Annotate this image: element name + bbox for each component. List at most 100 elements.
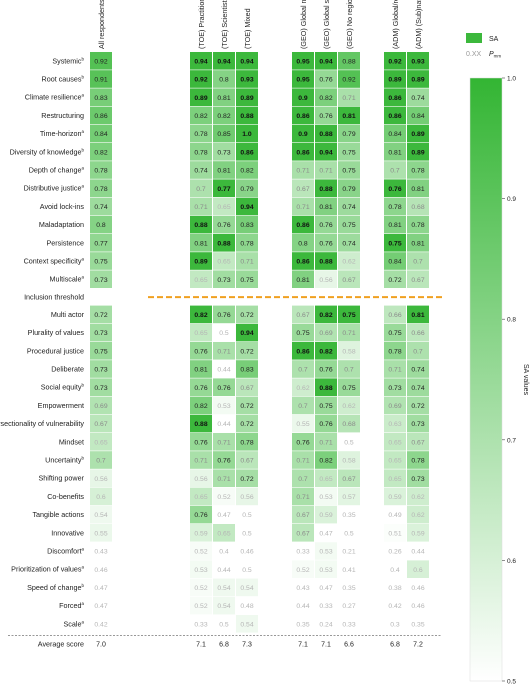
cell-value: 0.44	[217, 421, 230, 428]
cell-value: 0.5	[219, 621, 229, 628]
cell-value: 0.9	[298, 131, 308, 138]
cell-value: 0.5	[242, 530, 252, 537]
cell-value: 0.8	[219, 77, 229, 84]
heatmap-cell	[213, 197, 235, 216]
heatmap-cell	[315, 596, 337, 615]
cell-value: 0.71	[217, 439, 230, 446]
heatmap-cell	[384, 378, 406, 396]
cell-value: 0.76	[217, 312, 230, 319]
heatmap-cell	[338, 106, 360, 125]
average-score: 7.3	[242, 642, 252, 649]
heatmap-cell	[407, 378, 429, 396]
heatmap-cell	[315, 179, 337, 197]
heatmap-cell	[292, 215, 314, 234]
cell-value: 0.76	[194, 348, 207, 355]
row-label-superscript: b	[81, 456, 84, 461]
heatmap-cell	[407, 469, 429, 487]
cell-value: 0.81	[388, 222, 401, 229]
row-label-superscript: a	[81, 547, 84, 552]
heatmap-cell	[190, 360, 212, 378]
heatmap-cell	[236, 88, 258, 106]
cell-value: 0.82	[94, 149, 107, 156]
cell-value: 0.86	[296, 113, 309, 120]
heatmap-cell	[236, 143, 258, 161]
heatmap-cell	[407, 179, 429, 197]
cell-value: 0.65	[194, 330, 207, 337]
heatmap-cell	[384, 542, 406, 560]
heatmap-cell	[236, 505, 258, 524]
colorbar-tick-label: 1.0	[507, 76, 516, 83]
heatmap-cell	[90, 52, 112, 70]
cell-value: 0.76	[388, 186, 401, 193]
heatmap-cell	[190, 88, 212, 106]
cell-value: 0.89	[388, 77, 401, 84]
cell-value: 0.86	[296, 259, 309, 266]
cell-value: 0.71	[296, 494, 309, 501]
cell-value: 0.75	[388, 240, 401, 247]
cell-value: 0.72	[240, 421, 253, 428]
heatmap-cell	[236, 542, 258, 560]
cell-value: 0.73	[217, 149, 230, 156]
cell-value: 0.58	[342, 348, 355, 355]
heatmap-cell	[90, 433, 112, 451]
row-label: Context specificitya	[24, 257, 85, 266]
heatmap-cell	[384, 215, 406, 234]
cell-value: 0.75	[319, 403, 332, 410]
heatmap-cell	[236, 215, 258, 234]
cell-value: 0.75	[240, 277, 253, 284]
cell-value: 0.71	[240, 259, 253, 266]
cell-value: 0.95	[296, 58, 309, 65]
heatmap-cell	[292, 52, 314, 70]
cell-value: 0.67	[240, 385, 253, 392]
heatmap-cell	[90, 560, 112, 578]
cell-value: 0.89	[194, 259, 207, 266]
row-label: Uncertaintyb	[45, 456, 84, 465]
cell-value: 0.86	[296, 348, 309, 355]
cell-value: 0.57	[342, 494, 355, 501]
heatmap-cell	[407, 414, 429, 433]
cell-value: 0.62	[342, 259, 355, 266]
cell-value: 0.88	[217, 240, 230, 247]
cell-value: 0.38	[388, 585, 401, 592]
cell-value: 0.84	[388, 131, 401, 138]
cell-value: 0.73	[411, 476, 424, 483]
cell-value: 0.88	[319, 259, 332, 266]
row-label: Deliberate	[51, 365, 84, 374]
cell-value: 0.82	[194, 113, 207, 120]
heatmap-cell	[315, 252, 337, 270]
heatmap-cell	[90, 414, 112, 433]
heatmap-cell	[292, 578, 314, 597]
average-score: 7.1	[196, 642, 206, 649]
cell-value: 0.76	[319, 113, 332, 120]
heatmap-cell	[338, 487, 360, 506]
average-score: 6.6	[344, 642, 354, 649]
heatmap-cell	[213, 161, 235, 179]
heatmap-cell	[384, 505, 406, 524]
cell-value: 0.78	[388, 348, 401, 355]
row-label: Time-horizona	[40, 129, 85, 138]
heatmap-cell	[407, 524, 429, 542]
heatmap-cell	[315, 234, 337, 252]
heatmap-cell	[407, 270, 429, 288]
cell-value: 0.71	[194, 458, 207, 465]
cell-value: 0.44	[217, 367, 230, 374]
heatmap-cell	[292, 234, 314, 252]
cell-value: 0.92	[388, 58, 401, 65]
cell-value: 0.56	[240, 494, 253, 501]
cell-value: 0.76	[217, 458, 230, 465]
heatmap-cell	[384, 414, 406, 433]
heatmap-cell	[315, 578, 337, 597]
cell-value: 0.65	[194, 494, 207, 501]
cell-value: 0.4	[219, 549, 229, 556]
cell-value: 0.76	[319, 77, 332, 84]
heatmap-cell	[190, 469, 212, 487]
column-header: (TOE) Scientist	[220, 0, 229, 49]
heatmap-cell	[213, 124, 235, 143]
heatmap-cell	[236, 360, 258, 378]
cell-value: 0.3	[390, 621, 400, 628]
cell-value: 0.77	[94, 240, 107, 247]
row-label-superscript: b	[81, 75, 84, 80]
heatmap-cell	[213, 615, 235, 633]
heatmap-cell	[338, 596, 360, 615]
cell-value: 0.71	[342, 330, 355, 337]
